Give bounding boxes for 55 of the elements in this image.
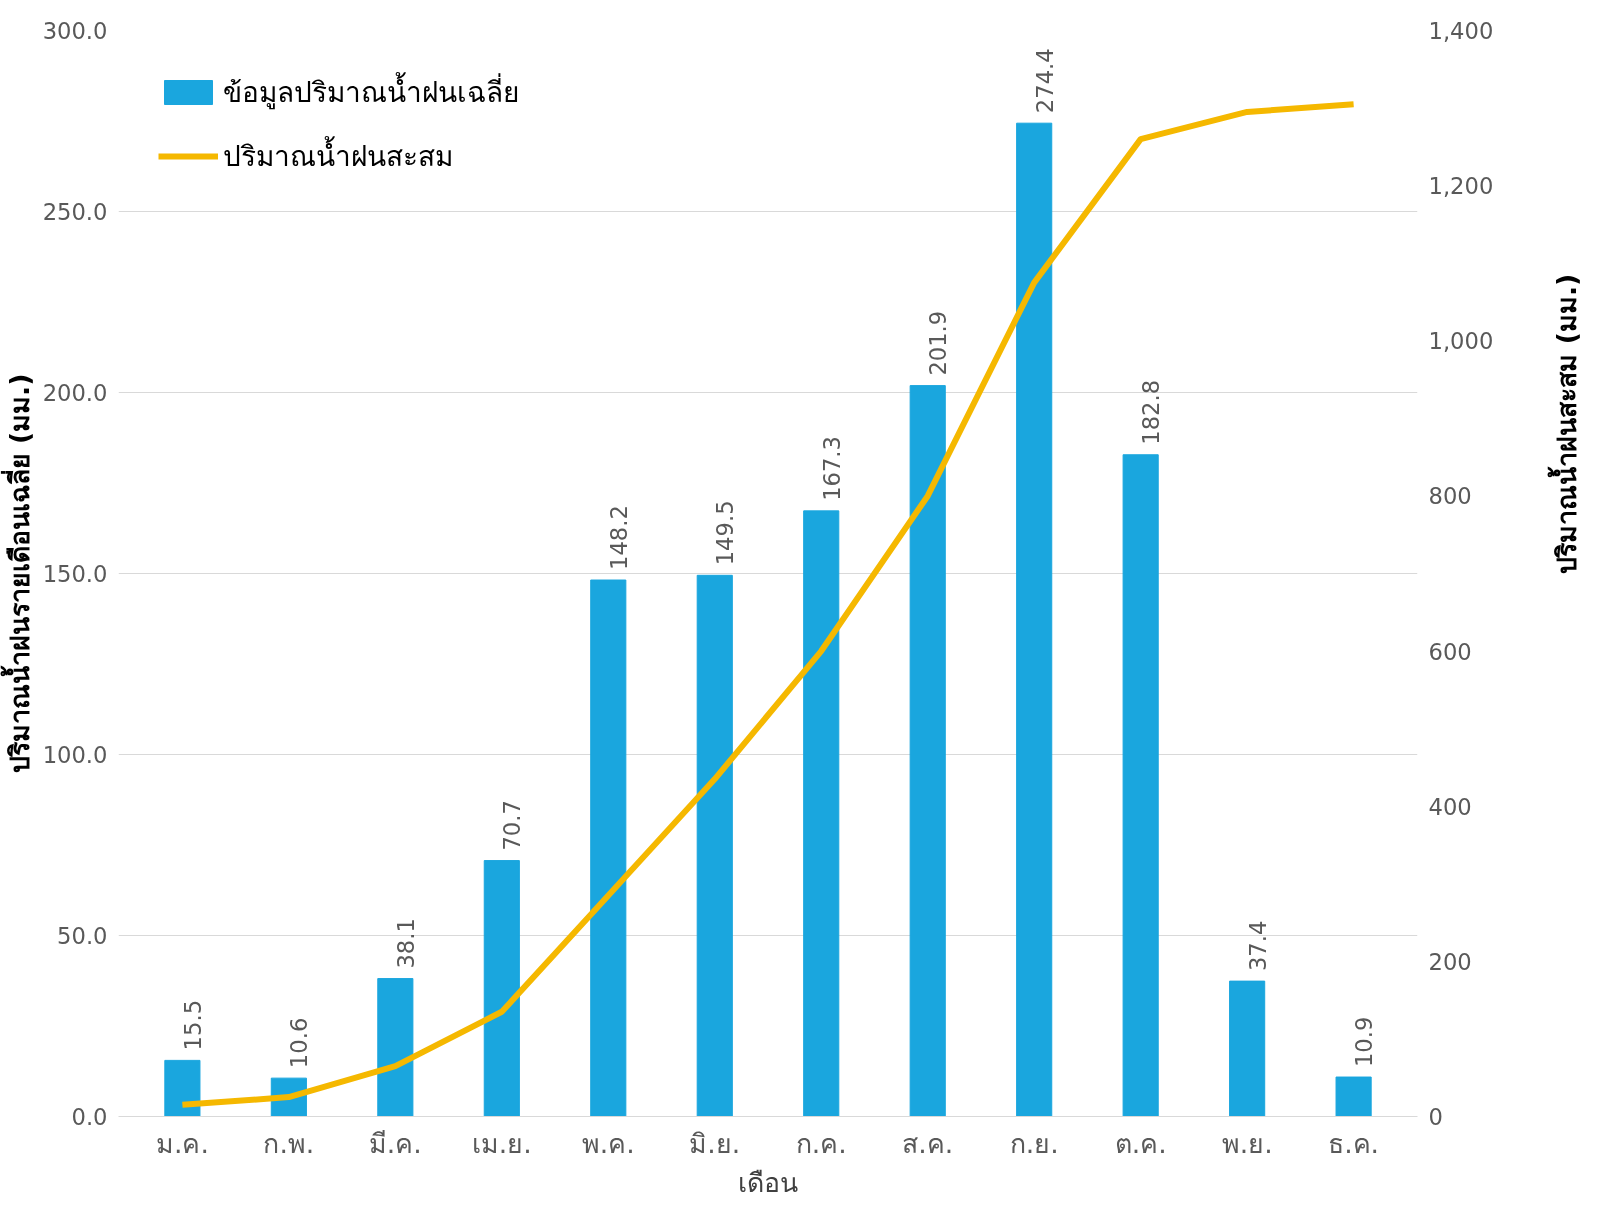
- data-label: 167.3: [818, 436, 845, 501]
- data-label: 149.5: [712, 500, 739, 566]
- y2-tick-label: 200: [1428, 948, 1472, 975]
- y-tick-label: 50.0: [57, 923, 108, 949]
- data-label: 10.9: [1351, 1016, 1378, 1068]
- x-tick-label: ม.ค.: [155, 1127, 209, 1159]
- x-tick-label: ก.ย.: [1009, 1127, 1059, 1159]
- x-tick-label: พ.ค.: [581, 1127, 635, 1159]
- y-tick-label: 0.0: [71, 1104, 108, 1130]
- y-tick-label: 250.0: [42, 199, 108, 225]
- x-tick-label: มิ.ย.: [689, 1127, 741, 1159]
- data-label: 10.6: [286, 1017, 313, 1069]
- bar: [483, 860, 520, 1117]
- y-tick-label: 200.0: [42, 380, 108, 406]
- y2-tick-label: 0: [1428, 1104, 1443, 1130]
- data-label: 182.8: [1138, 379, 1165, 445]
- x-tick-label: ส.ค.: [902, 1127, 954, 1159]
- y-axis-title: ปริมาณน้ำฝนรายเดือนเฉลี่ย (มม.): [0, 373, 35, 774]
- bar: [909, 385, 946, 1117]
- data-label: 37.4: [1244, 920, 1271, 972]
- data-label: 148.2: [605, 505, 632, 571]
- data-label: 274.4: [1031, 48, 1058, 114]
- y2-axis-title: ปริมาณน้ำฝนสะสม (มม.): [1546, 273, 1582, 574]
- x-tick-label: พ.ย.: [1221, 1127, 1273, 1159]
- y2-tick-label: 1,400: [1428, 18, 1494, 44]
- x-tick-label: ธ.ค.: [1328, 1127, 1380, 1159]
- x-tick-label: เม.ย.: [471, 1127, 532, 1159]
- y2-tick-label: 1,000: [1428, 328, 1494, 355]
- y2-tick-label: 400: [1428, 793, 1472, 820]
- bar: [1335, 1076, 1372, 1117]
- x-axis-title: เดือน: [738, 1166, 798, 1198]
- bar: [1229, 980, 1266, 1117]
- bar: [1122, 454, 1159, 1117]
- x-tick-label: ก.พ.: [263, 1127, 315, 1159]
- bar: [377, 978, 414, 1117]
- y2-tick-label: 600: [1428, 638, 1472, 665]
- legend-label: ข้อมูลปริมาณน้ำฝนเฉลี่ย: [223, 71, 519, 112]
- bar: [590, 579, 627, 1117]
- x-tick-label: ก.ค.: [795, 1127, 847, 1159]
- y2-tick-label: 800: [1428, 483, 1472, 510]
- y-tick-label: 150.0: [42, 561, 108, 587]
- x-tick-label: มี.ค.: [368, 1127, 422, 1159]
- y2-tick-label: 1,200: [1428, 173, 1494, 200]
- data-label: 70.7: [499, 800, 526, 851]
- data-label: 15.5: [179, 999, 206, 1051]
- y-tick-label: 100.0: [42, 742, 108, 768]
- bar: [803, 510, 840, 1117]
- data-label: 38.1: [392, 918, 419, 969]
- legend-label: ปริมาณน้ำฝนสะสม: [223, 135, 453, 175]
- bar: [164, 1059, 201, 1117]
- x-tick-label: ต.ค.: [1114, 1127, 1167, 1159]
- bar: [1016, 122, 1053, 1117]
- bar: [696, 574, 733, 1117]
- y-tick-label: 300.0: [42, 18, 108, 44]
- data-label: 201.9: [925, 310, 952, 376]
